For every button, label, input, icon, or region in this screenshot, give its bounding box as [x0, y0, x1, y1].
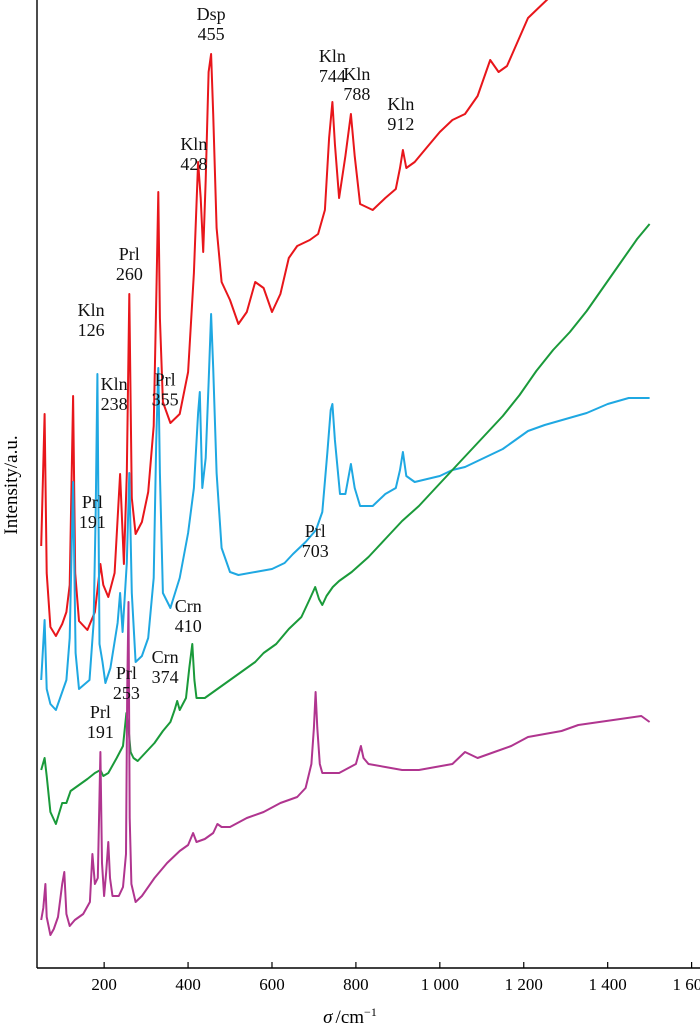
- annotation-mineral: Crn: [152, 647, 179, 667]
- x-tick-label: 800: [343, 975, 369, 994]
- annotation-wavenumber: 355: [152, 390, 179, 410]
- annotation-wavenumber: 703: [302, 541, 329, 561]
- annotation-wavenumber: 788: [343, 84, 370, 104]
- annotation-mineral: Kln: [180, 134, 207, 154]
- annotation-wavenumber: 126: [78, 320, 105, 340]
- x-tick-label: 600: [259, 975, 285, 994]
- annotation-mineral: Crn: [175, 596, 202, 616]
- annotation-mineral: Prl: [82, 492, 103, 512]
- spectrum-line-1: [40, 0, 549, 637]
- y-axis-label: Intensity/a.u.: [1, 435, 22, 534]
- annotation-wavenumber: 374: [152, 667, 179, 687]
- annotation-mineral: Kln: [101, 374, 128, 394]
- x-tick-label: 400: [175, 975, 201, 994]
- x-tick-labels: 200 400 600 800 1 000 1 200 1 400 1 600: [91, 975, 700, 994]
- annotation-wavenumber: 238: [101, 394, 128, 414]
- spectrum-line-4: [40, 601, 651, 936]
- series-layer: [40, 0, 651, 936]
- annotation-mineral: Kln: [78, 300, 105, 320]
- annotation-mineral: Prl: [116, 663, 137, 683]
- annotation-mineral: Kln: [343, 64, 370, 84]
- annotation-wavenumber: 455: [198, 24, 225, 44]
- x-tick-label: 1 400: [589, 975, 627, 994]
- annotation-wavenumber: 410: [175, 616, 202, 636]
- x-tick-label: 1 600: [672, 975, 700, 994]
- x-axis-unit-exponent: −1: [364, 1005, 377, 1019]
- annotation-wavenumber: 253: [113, 683, 140, 703]
- annotation-mineral: Kln: [387, 94, 414, 114]
- x-tick-label: 1 200: [505, 975, 543, 994]
- annotation-mineral: Prl: [90, 702, 111, 722]
- annotation-wavenumber: 191: [87, 722, 114, 742]
- annotation-mineral: Prl: [119, 244, 140, 264]
- x-axis-label: σ/cm−1: [323, 1005, 377, 1028]
- annotation-wavenumber: 912: [387, 114, 414, 134]
- spectrum-line-3: [40, 223, 651, 825]
- annotation-wavenumber: 744: [319, 66, 346, 86]
- x-tick-label: 200: [91, 975, 117, 994]
- peak-annotations: Dsp455Kln428Prl355Prl260Kln126Kln238Prl1…: [78, 4, 415, 742]
- annotation-wavenumber: 428: [180, 154, 207, 174]
- annotation-mineral: Prl: [305, 521, 326, 541]
- axes: [36, 0, 700, 969]
- annotation-mineral: Dsp: [197, 4, 226, 24]
- annotation-mineral: Kln: [319, 46, 346, 66]
- x-axis-unit: /cm: [336, 1007, 365, 1028]
- annotation-wavenumber: 260: [116, 264, 143, 284]
- x-tick-label: 1 000: [421, 975, 459, 994]
- x-axis-symbol: σ: [323, 1007, 333, 1028]
- annotation-mineral: Prl: [155, 370, 176, 390]
- spectrum-line-2: [40, 313, 650, 711]
- annotation-wavenumber: 191: [79, 512, 106, 532]
